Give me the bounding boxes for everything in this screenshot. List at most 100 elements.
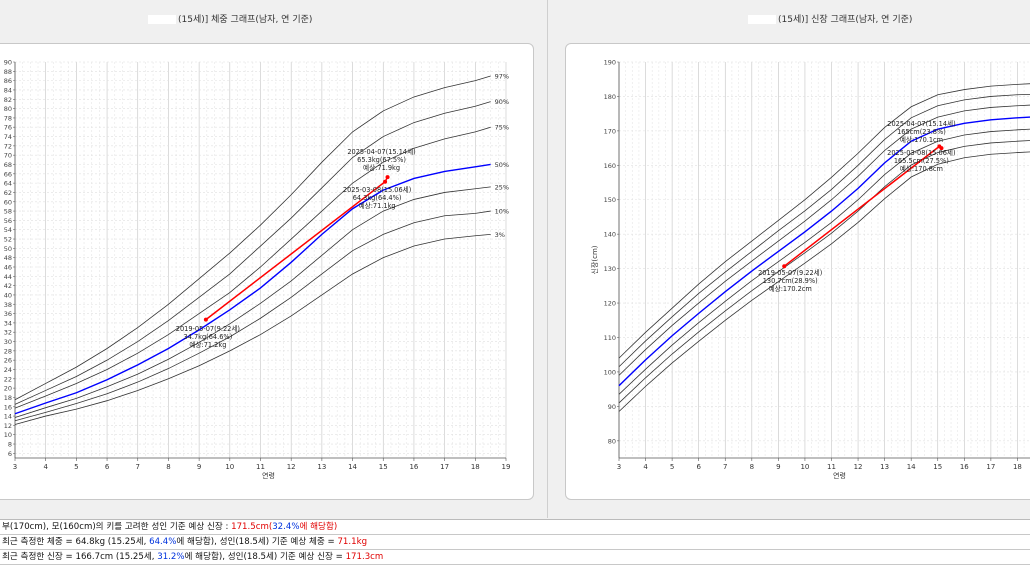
- weight-xtick-label: 10: [225, 463, 234, 471]
- weight-ytick-label: 84: [4, 86, 12, 94]
- weight-x-axis-label: 연령: [262, 472, 275, 480]
- height-xtick-label: 5: [670, 463, 674, 471]
- summary-text: 최근 측정한 신장 = 166.7cm (15.25세,: [2, 552, 158, 562]
- summary-text: 에 해당함), 성인(18.5세) 기준 예상 신장 =: [184, 552, 346, 562]
- weight-chart-title: (15세)] 체중 그래프(남자, 연 기준): [148, 12, 312, 25]
- weight-ytick-label: 86: [4, 77, 12, 85]
- weight-percentile-line: [14, 210, 491, 422]
- weight-ytick-label: 88: [4, 68, 12, 76]
- height-point-annotation: 130.7cm(28.9%): [763, 277, 818, 285]
- height-point-annotation: 165.5cm(27.5%): [894, 157, 949, 165]
- weight-xtick-label: 13: [317, 463, 326, 471]
- weight-ytick-label: 26: [4, 357, 12, 365]
- weight-point-annotation: 34.7kg(64.6%): [183, 333, 232, 341]
- weight-point-annotation: 예상:71.9kg: [363, 163, 400, 172]
- weight-point-annotation: 2019-05-07(9.22세): [176, 324, 240, 333]
- summary-panel: 부(170cm), 모(160cm)의 키를 고려한 성인 기준 예상 신장 :…: [0, 519, 1030, 566]
- weight-xtick-label: 19: [502, 463, 511, 471]
- weight-ytick-label: 54: [4, 226, 12, 234]
- weight-ytick-label: 90: [4, 59, 12, 67]
- height-point-annotation: 2025-04-07(15.14세): [887, 119, 955, 128]
- weight-percentile-label: 10%: [495, 208, 509, 216]
- height-ytick-label: 80: [608, 437, 616, 445]
- height-xtick-label: 18: [1013, 463, 1022, 471]
- weight-ytick-label: 14: [4, 413, 12, 421]
- weight-ytick-label: 82: [4, 96, 12, 104]
- weight-title-text: (15세)] 체중 그래프(남자, 연 기준): [178, 15, 313, 25]
- weight-xtick-label: 4: [43, 463, 48, 471]
- height-percentile-line: [618, 151, 1030, 412]
- weight-percentile-label: 90%: [495, 98, 509, 106]
- height-percentile-line: [618, 140, 1030, 404]
- height-xtick-label: 13: [880, 463, 889, 471]
- weight-point-annotation: 2025-03-08(15.06세): [343, 185, 411, 194]
- height-point-annotation: 2025-03-08(15.06세): [887, 148, 955, 157]
- summary-text: 부(170cm), 모(160cm)의 키를 고려한 성인 기준 예상 신장 :: [2, 522, 232, 532]
- weight-ytick-label: 64: [4, 180, 12, 188]
- height-ytick-label: 180: [604, 93, 616, 101]
- summary-percent: 32.4%: [272, 522, 300, 532]
- height-point-annotation: 예상:170.8cm: [900, 164, 943, 173]
- height-ytick-label: 190: [604, 59, 616, 67]
- summary-line-weight: 최근 측정한 체중 = 64.8kg (15.25세, 64.4%에 해당함),…: [0, 535, 1030, 550]
- weight-ytick-label: 56: [4, 217, 12, 225]
- weight-xtick-label: 18: [471, 463, 480, 471]
- weight-point-annotation: 64.3kg(64.4%): [353, 194, 402, 202]
- height-point-annotation: 예상:170.2cm: [769, 284, 812, 293]
- weight-xtick-label: 14: [348, 463, 357, 471]
- height-ytick-label: 100: [604, 368, 616, 376]
- weight-xtick-label: 11: [256, 463, 265, 471]
- weight-percentile-label: 97%: [495, 72, 509, 80]
- weight-ytick-label: 36: [4, 310, 12, 318]
- height-xtick-label: 15: [933, 463, 942, 471]
- height-ytick-label: 110: [604, 334, 616, 342]
- summary-bracket: (: [268, 522, 273, 532]
- height-point-annotation: 예상:170.1cm: [900, 135, 943, 144]
- height-percentile-line: [618, 116, 1030, 387]
- weight-ytick-label: 78: [4, 114, 12, 122]
- weight-ytick-label: 18: [4, 394, 12, 402]
- height-title-text: (15세)] 신장 그래프(남자, 연 기준): [778, 15, 913, 25]
- weight-ytick-label: 62: [4, 189, 12, 197]
- weight-ytick-label: 10: [4, 431, 12, 439]
- weight-ytick-label: 74: [4, 133, 12, 141]
- redacted-name: [148, 15, 176, 24]
- weight-ytick-label: 40: [4, 291, 12, 299]
- height-xtick-label: 4: [643, 463, 648, 471]
- weight-point-annotation: 예상:71.2kg: [189, 340, 226, 349]
- weight-ytick-label: 32: [4, 329, 12, 337]
- weight-percentile-label: 3%: [495, 231, 505, 239]
- weight-xtick-label: 15: [379, 463, 388, 471]
- weight-ytick-label: 24: [4, 366, 12, 374]
- weight-percentile-line: [14, 163, 491, 415]
- height-x-axis-label: 연령: [833, 472, 846, 480]
- panel-divider[interactable]: [547, 0, 548, 518]
- weight-ytick-label: 6: [8, 450, 12, 458]
- height-ytick-label: 160: [604, 162, 616, 170]
- weight-measured-point: [203, 317, 208, 322]
- weight-percentile-line: [14, 101, 491, 405]
- height-xtick-label: 7: [723, 463, 727, 471]
- weight-ytick-label: 50: [4, 245, 12, 253]
- height-ytick-label: 120: [604, 300, 616, 308]
- summary-percent: 31.2%: [157, 552, 185, 562]
- height-xtick-label: 9: [776, 463, 780, 471]
- height-percentile-line: [618, 93, 1030, 368]
- summary-text: 에 해당함), 성인(18.5세) 기준 예상 체중 =: [176, 537, 338, 547]
- weight-percentile-label: 25%: [495, 183, 509, 191]
- weight-ytick-label: 28: [4, 347, 12, 355]
- weight-point-annotation: 예상:71.1kg: [359, 201, 396, 210]
- weight-ytick-label: 46: [4, 263, 12, 271]
- weight-ytick-label: 22: [4, 375, 12, 383]
- height-xtick-label: 10: [800, 463, 809, 471]
- weight-percentile-line: [14, 126, 491, 409]
- summary-percent: 64.4%: [149, 537, 177, 547]
- height-point-annotation: 165cm(23.8%): [897, 128, 946, 136]
- height-measured-point: [939, 146, 944, 151]
- weight-percentile-line: [14, 186, 491, 418]
- weight-xtick-label: 12: [287, 463, 296, 471]
- height-xtick-label: 8: [750, 463, 754, 471]
- weight-ytick-label: 76: [4, 124, 12, 132]
- weight-measured-point: [385, 175, 390, 180]
- weight-ytick-label: 38: [4, 301, 12, 309]
